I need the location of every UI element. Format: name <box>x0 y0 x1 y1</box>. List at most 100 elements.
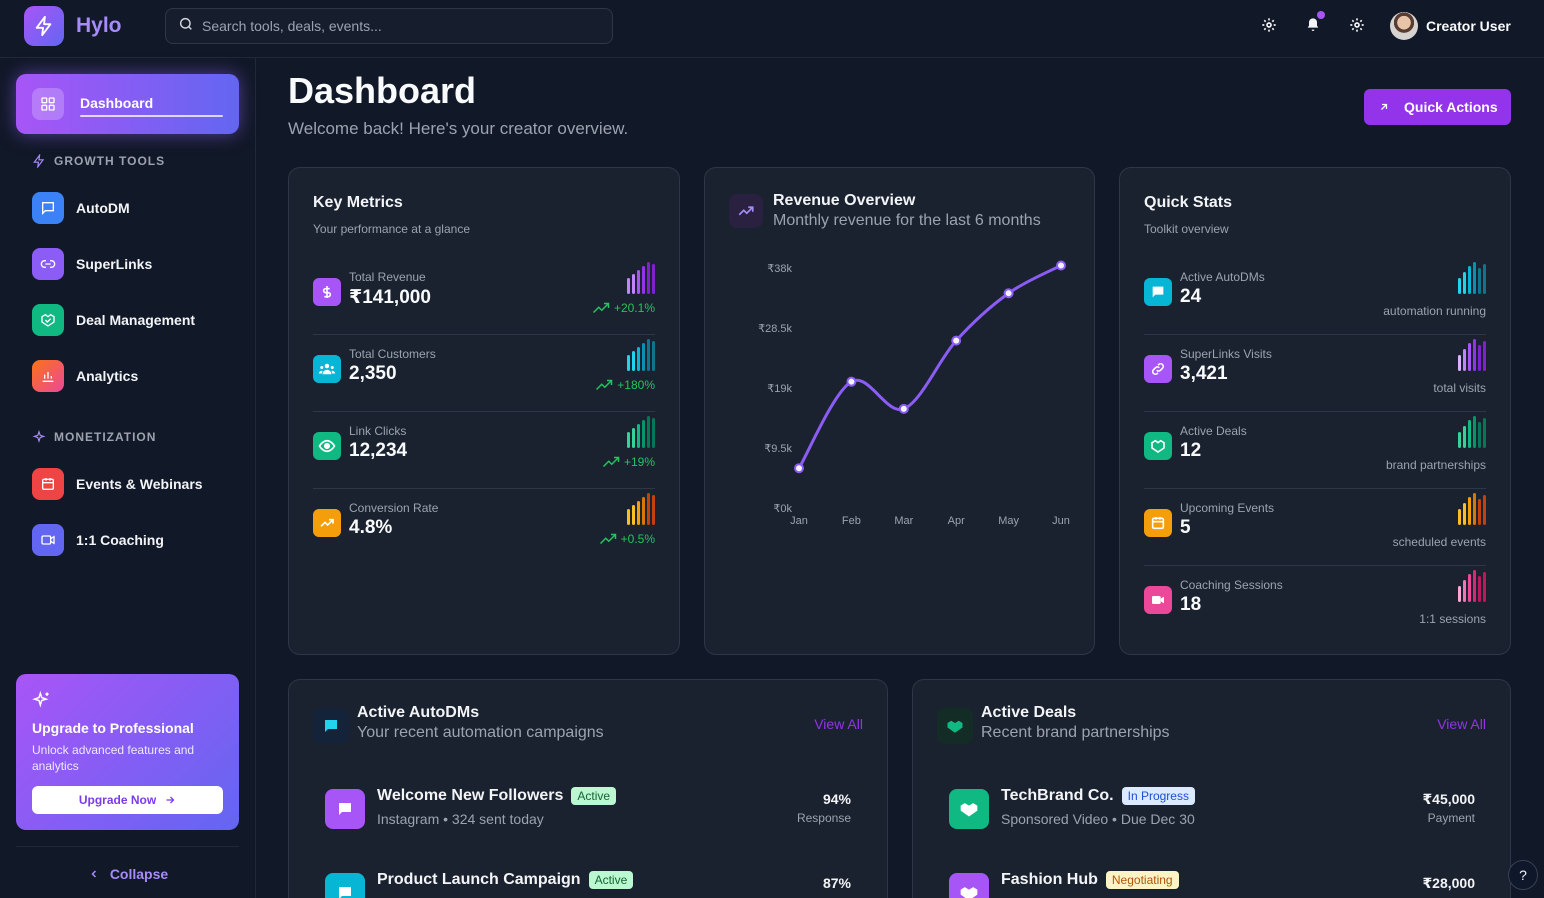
stat-label: SuperLinks Visits <box>1180 347 1272 361</box>
sidebar-item-label: Dashboard <box>80 95 154 111</box>
handshake-icon <box>949 789 989 829</box>
metric-value: ₹141,000 <box>349 287 431 308</box>
y-tick-label: ₹19k <box>767 383 792 395</box>
y-tick-label: ₹0k <box>773 503 792 515</box>
upgrade-now-button[interactable]: Upgrade Now <box>32 786 223 814</box>
mini-bars-icon <box>1458 416 1486 448</box>
sidebar-item-events[interactable]: Events & Webinars <box>32 468 232 500</box>
mini-bars-icon <box>1458 570 1486 602</box>
message-icon <box>32 192 64 224</box>
dollar-icon <box>313 278 341 306</box>
trend-up-icon <box>729 194 763 228</box>
calendar-icon <box>32 468 64 500</box>
list-item[interactable]: TechBrand Co. In Progress Sponsored Vide… <box>949 787 1475 849</box>
list-item-value-label: Response <box>796 811 851 825</box>
settings-gear-icon[interactable] <box>1260 16 1278 34</box>
sidebar-item-label: Deal Management <box>76 312 196 328</box>
bell-icon[interactable] <box>1304 11 1325 34</box>
handshake-icon <box>32 304 64 336</box>
x-tick-label: Mar <box>894 515 913 527</box>
stat-row[interactable]: Active AutoDMs 24 automation running <box>1144 258 1486 335</box>
list-item[interactable]: Product Launch Campaign Active 87% <box>325 871 851 898</box>
mini-bars-icon <box>627 339 655 371</box>
list-item-value: 87% <box>822 875 851 891</box>
message-icon <box>325 873 365 898</box>
search-input[interactable] <box>202 18 602 34</box>
y-tick-label: ₹38k <box>767 263 792 275</box>
active-underline <box>80 115 223 117</box>
user-menu[interactable]: Creator User <box>1390 12 1511 40</box>
sidebar-item-label: Events & Webinars <box>76 476 203 492</box>
list-item-value: 94% <box>822 791 851 807</box>
stat-value: 3,421 <box>1180 363 1228 384</box>
handshake-icon <box>949 873 989 898</box>
app-name[interactable]: Hylo <box>76 14 122 37</box>
sidebar-item-dashboard[interactable]: Dashboard <box>16 74 239 134</box>
mini-bars-icon <box>1458 339 1486 371</box>
collapse-label: Collapse <box>109 866 169 882</box>
mini-bars-icon <box>1458 262 1486 294</box>
list-item[interactable]: Fashion Hub Negotiating ₹28,000 <box>949 871 1475 898</box>
lightning-icon <box>33 154 45 168</box>
metric-label: Conversion Rate <box>349 501 439 515</box>
sidebar-item-coaching[interactable]: 1:1 Coaching <box>32 524 232 556</box>
top-bar: Hylo Creator User <box>0 0 1544 58</box>
data-point[interactable] <box>846 376 857 387</box>
trend-up-icon <box>592 302 610 314</box>
view-all-link[interactable]: View All <box>814 716 863 732</box>
sparkle-icon <box>32 430 46 443</box>
search-box[interactable] <box>165 8 613 44</box>
view-all-link[interactable]: View All <box>1437 716 1486 732</box>
sidebar-item-superlinks[interactable]: SuperLinks <box>32 248 232 280</box>
calendar-icon <box>1144 509 1172 537</box>
sidebar-item-analytics[interactable]: Analytics <box>32 360 232 392</box>
list-item[interactable]: Welcome New Followers Active Instagram •… <box>325 787 851 849</box>
metric-row[interactable]: Link Clicks 12,234 +19% <box>313 412 655 489</box>
user-name[interactable]: Creator User <box>1426 18 1511 34</box>
stat-row[interactable]: Active Deals 12 brand partnerships <box>1144 412 1486 489</box>
metric-row[interactable]: Conversion Rate 4.8% +0.5% <box>313 489 655 566</box>
mini-bars-icon <box>627 416 655 448</box>
stat-row[interactable]: Upcoming Events 5 scheduled events <box>1144 489 1486 566</box>
handshake-icon <box>937 708 973 744</box>
gear-icon[interactable] <box>1348 16 1366 34</box>
data-point[interactable] <box>1003 288 1014 299</box>
status-badge: Active <box>588 871 634 889</box>
metric-label: Total Revenue <box>349 270 426 284</box>
card-title: Active AutoDMs <box>357 704 480 721</box>
data-point[interactable] <box>1056 260 1066 271</box>
data-point[interactable] <box>951 335 962 346</box>
upgrade-card: Upgrade to Professional Unlock advanced … <box>16 674 239 830</box>
handshake-icon <box>1144 432 1172 460</box>
arrow-up-right-icon <box>1381 103 1388 110</box>
metric-row[interactable]: Total Revenue ₹141,000 +20.1% <box>313 258 655 335</box>
card-title: Active Deals <box>981 704 1077 721</box>
sidebar-item-deal-management[interactable]: Deal Management <box>32 304 232 336</box>
list-item-value-label: Payment <box>1427 811 1475 825</box>
stat-row[interactable]: Coaching Sessions 18 1:1 sessions <box>1144 566 1486 643</box>
grid-icon <box>32 88 64 120</box>
revenue-overview-card: Revenue Overview Monthly revenue for the… <box>704 167 1095 655</box>
help-button[interactable]: ? <box>1508 860 1538 890</box>
notification-dot <box>1317 11 1325 19</box>
mini-bars-icon <box>627 493 655 525</box>
card-subtitle: Your recent automation campaigns <box>357 724 604 741</box>
stat-row[interactable]: SuperLinks Visits 3,421 total visits <box>1144 335 1486 412</box>
list-item-title: Product Launch Campaign Active <box>377 871 634 889</box>
collapse-button[interactable]: Collapse <box>0 866 256 882</box>
metric-label: Link Clicks <box>349 424 407 438</box>
metric-trend: +0.5% <box>599 532 655 546</box>
data-point[interactable] <box>794 463 804 474</box>
upgrade-button-label: Upgrade Now <box>78 793 157 807</box>
avatar[interactable] <box>1390 12 1418 40</box>
logo-icon[interactable] <box>24 6 64 46</box>
metric-trend: +180% <box>595 378 655 392</box>
metric-trend: +19% <box>602 455 655 469</box>
active-autodms-card: Active AutoDMs Your recent automation ca… <box>288 679 888 898</box>
data-point[interactable] <box>898 403 909 414</box>
metric-row[interactable]: Total Customers 2,350 +180% <box>313 335 655 412</box>
sidebar-item-autodm[interactable]: AutoDM <box>32 192 232 224</box>
quick-actions-button[interactable]: Quick Actions <box>1364 89 1511 125</box>
active-deals-card: Active Deals Recent brand partnerships V… <box>912 679 1511 898</box>
